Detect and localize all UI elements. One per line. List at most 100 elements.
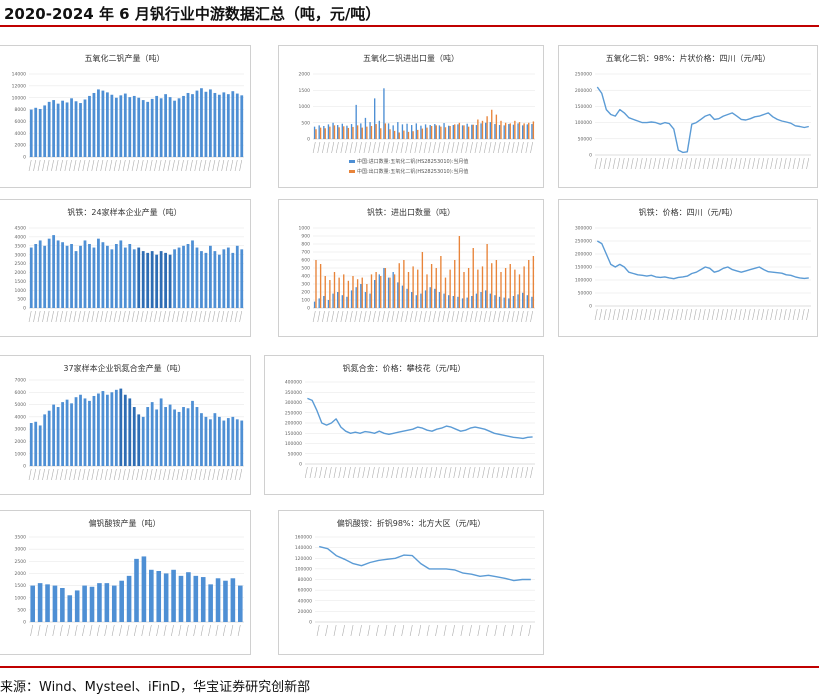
bar <box>504 268 507 308</box>
x-tick-mark <box>326 141 330 154</box>
y-tick-label: 7000 <box>15 378 27 384</box>
x-tick-mark <box>322 310 325 323</box>
x-tick-mark <box>145 310 148 323</box>
x-tick-mark <box>208 624 211 637</box>
x-tick-mark <box>104 310 108 323</box>
x-tick-mark <box>612 308 616 321</box>
bar <box>313 301 316 308</box>
x-tick-mark <box>391 310 395 323</box>
x-tick-mark <box>158 310 162 323</box>
x-tick-mark <box>335 141 339 154</box>
x-tick-mark <box>185 624 189 637</box>
x-tick-mark <box>684 308 688 321</box>
y-tick-label: 14000 <box>12 72 26 78</box>
chart-panel-vn-price: 钒铁：价格：四川（元/吨） 0 50000 100000 150000 200000 25… <box>558 199 818 337</box>
bar <box>440 256 442 308</box>
bar <box>217 94 221 157</box>
x-tick-mark <box>131 159 135 172</box>
x-tick-mark <box>156 624 160 637</box>
bar <box>141 416 145 466</box>
x-tick-mark <box>415 466 418 479</box>
bar <box>458 122 461 139</box>
y-tick-label: 250000 <box>285 410 302 416</box>
y-tick-label: 500 <box>17 607 26 613</box>
bar <box>393 274 396 308</box>
bar <box>380 128 382 139</box>
bar <box>411 125 413 139</box>
bar <box>164 94 168 157</box>
x-tick-mark <box>511 624 515 637</box>
x-tick-mark <box>198 159 202 172</box>
bar <box>401 285 404 308</box>
x-tick-mark <box>456 141 459 154</box>
x-tick-mark <box>519 624 523 637</box>
x-tick-mark <box>317 310 321 323</box>
x-tick-mark <box>96 624 100 637</box>
y-tick-label: 3500 <box>15 535 27 541</box>
bar <box>209 245 212 308</box>
y-tick-label: 1000 <box>15 288 27 294</box>
x-tick-mark <box>375 624 379 637</box>
y-tick-label: 100000 <box>575 120 592 126</box>
bar <box>231 252 235 308</box>
x-tick-mark <box>317 141 321 154</box>
y-tick-label: 200000 <box>285 421 302 427</box>
y-tick-label: 2000 <box>299 72 311 78</box>
x-tick-mark <box>119 624 122 637</box>
x-tick-mark <box>319 466 323 479</box>
x-tick-mark <box>78 310 81 323</box>
x-tick-mark <box>395 466 399 479</box>
bar <box>467 268 470 308</box>
bar <box>213 92 217 157</box>
y-tick-label: 3000 <box>15 427 27 433</box>
bar <box>83 99 87 157</box>
x-tick-mark <box>342 624 345 637</box>
bar <box>155 254 159 308</box>
x-tick-mark <box>60 159 63 172</box>
y-tick-label: 6000 <box>15 390 27 396</box>
y-tick-label: 160000 <box>295 535 312 541</box>
x-tick-mark <box>136 159 140 172</box>
bar <box>137 97 141 157</box>
bar <box>429 125 431 139</box>
bar <box>110 392 114 466</box>
bar <box>332 293 334 308</box>
bar <box>137 414 141 466</box>
bar <box>406 123 408 139</box>
bar <box>472 248 474 308</box>
x-tick-mark <box>698 308 702 321</box>
bar <box>159 251 163 308</box>
y-tick-label: 80000 <box>298 577 312 583</box>
bar <box>105 92 109 157</box>
y-tick-label: 250000 <box>575 239 592 245</box>
bar <box>494 124 496 139</box>
x-tick-mark <box>396 310 399 323</box>
x-tick-mark <box>331 310 335 323</box>
x-tick-mark <box>488 141 492 154</box>
x-tick-mark <box>675 308 679 321</box>
y-tick-label: 0 <box>307 306 310 312</box>
x-tick-mark <box>37 468 41 481</box>
bar <box>466 123 468 139</box>
bar <box>509 123 511 139</box>
x-tick-mark <box>368 310 372 323</box>
x-tick-mark <box>333 466 337 479</box>
bar <box>164 252 168 308</box>
x-tick-mark <box>367 624 371 637</box>
x-tick-mark <box>443 624 447 637</box>
bar <box>114 244 118 308</box>
bar <box>213 413 217 466</box>
bar <box>393 130 396 139</box>
x-tick-mark <box>176 310 180 323</box>
y-tick-label: 60000 <box>298 588 312 594</box>
bar <box>355 287 357 308</box>
bar <box>323 126 325 139</box>
bar <box>503 297 505 308</box>
y-tick-label: 8000 <box>15 107 27 113</box>
x-tick-mark <box>69 310 72 323</box>
x-tick-mark <box>95 468 99 481</box>
bar <box>38 108 42 157</box>
bar <box>504 122 507 139</box>
bar <box>361 127 363 139</box>
bar <box>204 252 208 308</box>
